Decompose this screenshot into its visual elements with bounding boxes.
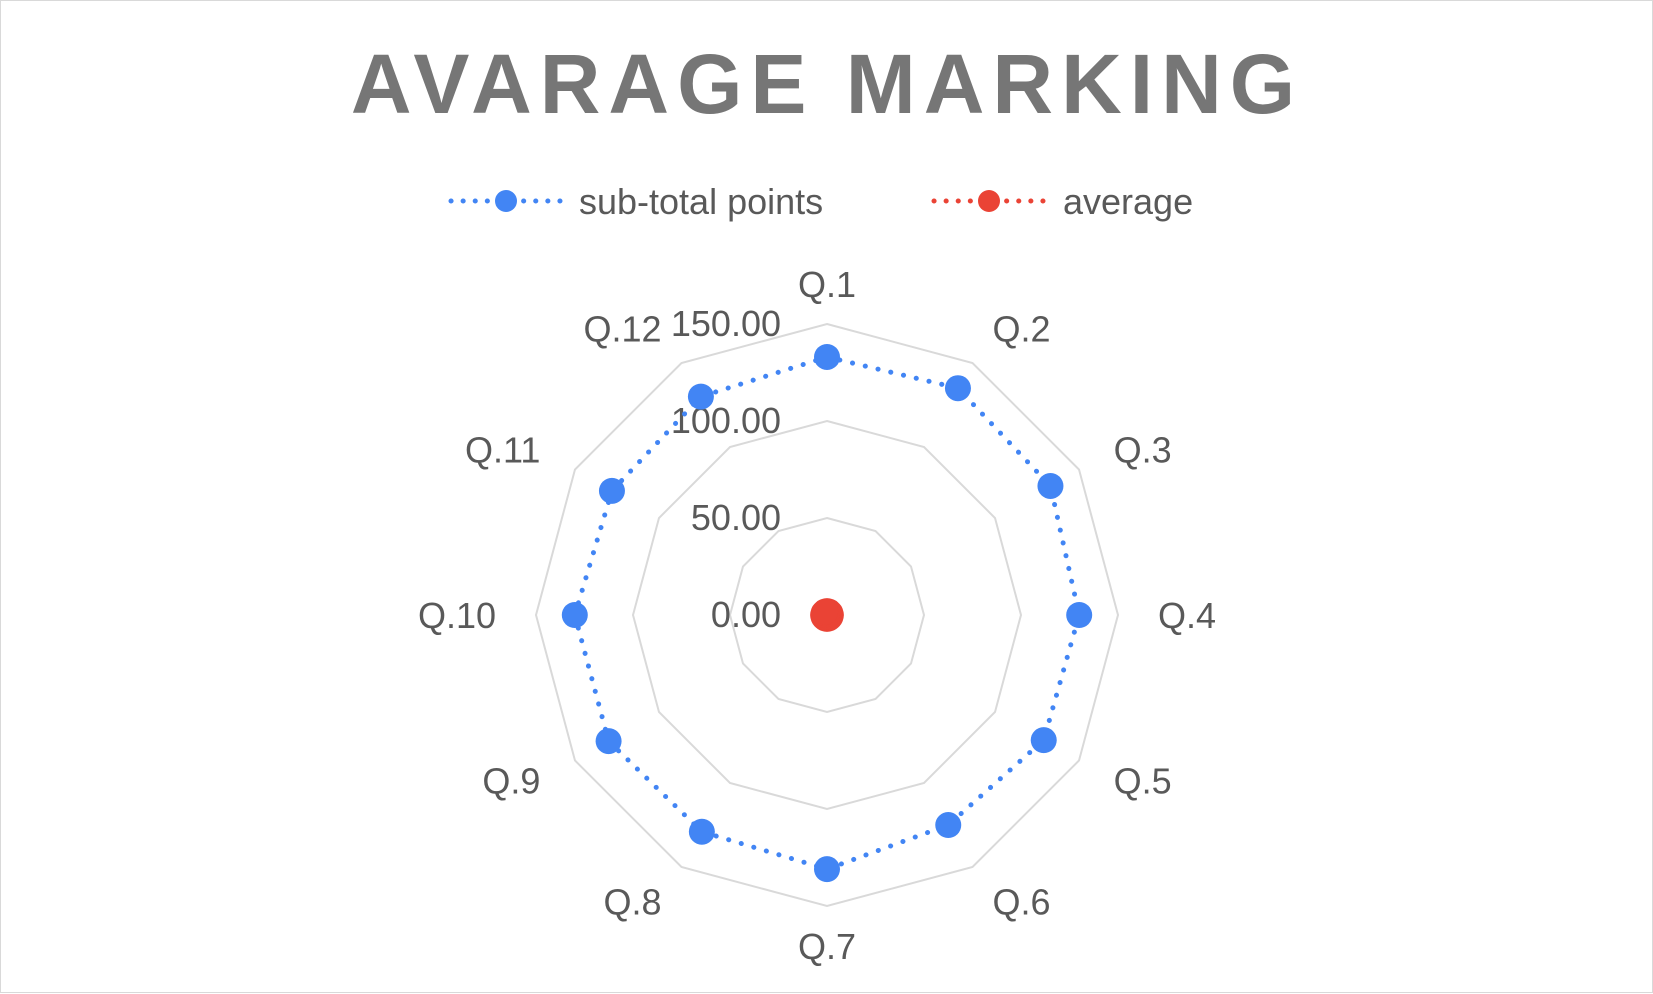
tick-label-2: 100.00 (671, 400, 781, 441)
series-1-point-12 (812, 598, 839, 625)
series-0-point-10 (561, 602, 588, 628)
category-labels: Q.1 Q.2 Q.3 Q.4 Q.5 Q.6 Q.7 Q.8 Q.9 Q.10 Q.11 Q.12 (418, 264, 1216, 967)
legend-item-subtotal[interactable]: sub-total points (448, 181, 823, 222)
series-layer (561, 343, 1093, 883)
legend-label-average: average (1063, 181, 1193, 222)
tick-label-1: 50.00 (691, 497, 781, 538)
series-0-point-12 (687, 383, 714, 410)
legend-item-average[interactable]: average (931, 181, 1193, 222)
category-label-7: Q.7 (798, 926, 856, 967)
series-0-point-9 (595, 728, 622, 755)
legend-label-subtotal: sub-total points (579, 181, 823, 222)
series-0-point-4 (1066, 602, 1093, 628)
category-label-6: Q.6 (993, 882, 1051, 923)
category-label-2: Q.2 (993, 308, 1051, 349)
category-label-10: Q.10 (418, 595, 496, 636)
series-0-point-1 (814, 343, 840, 370)
series-0-point-2 (944, 375, 971, 402)
grid-ring-1 (728, 516, 926, 714)
series-0-point-11 (598, 477, 625, 504)
category-label-4: Q.4 (1158, 595, 1216, 636)
series-0-point-6 (935, 812, 962, 839)
series-1 (810, 598, 844, 632)
category-label-1: Q.1 (798, 264, 856, 305)
tick-label-3: 150.00 (671, 303, 781, 344)
category-label-12: Q.12 (583, 308, 661, 349)
category-label-3: Q.3 (1114, 430, 1172, 471)
legend-marker-average (978, 190, 1000, 212)
series-0-point-7 (814, 856, 840, 883)
category-label-5: Q.5 (1114, 761, 1172, 802)
series-0-point-5 (1030, 727, 1057, 754)
chart-title: AVARAGE MARKING (351, 37, 1303, 131)
series-0 (561, 343, 1093, 883)
tick-label-0: 0.00 (711, 594, 781, 635)
series-0-point-8 (688, 818, 715, 845)
legend-marker-subtotal (495, 190, 517, 212)
value-tick-labels: 0.00 50.00 100.00 150.00 (671, 303, 781, 635)
series-0-point-3 (1037, 472, 1064, 499)
category-label-9: Q.9 (482, 761, 540, 802)
grid-ring-2 (631, 419, 1023, 811)
legend: sub-total points average (448, 181, 1193, 222)
category-label-11: Q.11 (465, 430, 540, 471)
grid-ring-3 (534, 322, 1120, 908)
category-label-8: Q.8 (603, 882, 661, 923)
radar-grid (534, 322, 1120, 908)
